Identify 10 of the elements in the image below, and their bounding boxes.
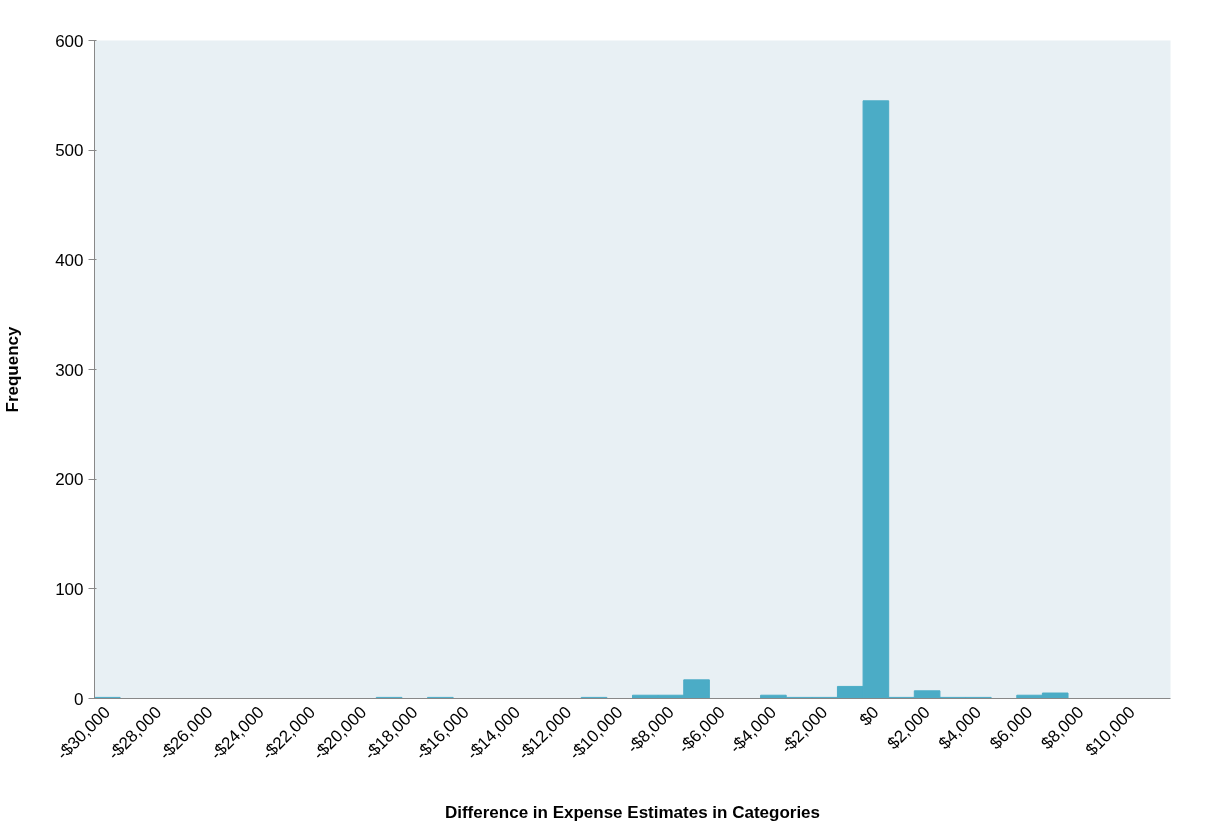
y-tick-label: 300	[55, 360, 84, 380]
y-tick-label: 0	[74, 689, 84, 709]
y-axis-title: Frequency	[3, 325, 23, 413]
y-tick-label: 600	[55, 31, 84, 51]
y-tick-label: 200	[55, 470, 84, 490]
x-axis-title: Difference in Expense Estimates in Categories	[444, 803, 821, 823]
x-tick-label: $0	[855, 702, 883, 730]
y-tick-label: 400	[55, 250, 84, 270]
y-tick-label: 100	[55, 579, 84, 599]
y-tick-label: 500	[55, 141, 84, 161]
